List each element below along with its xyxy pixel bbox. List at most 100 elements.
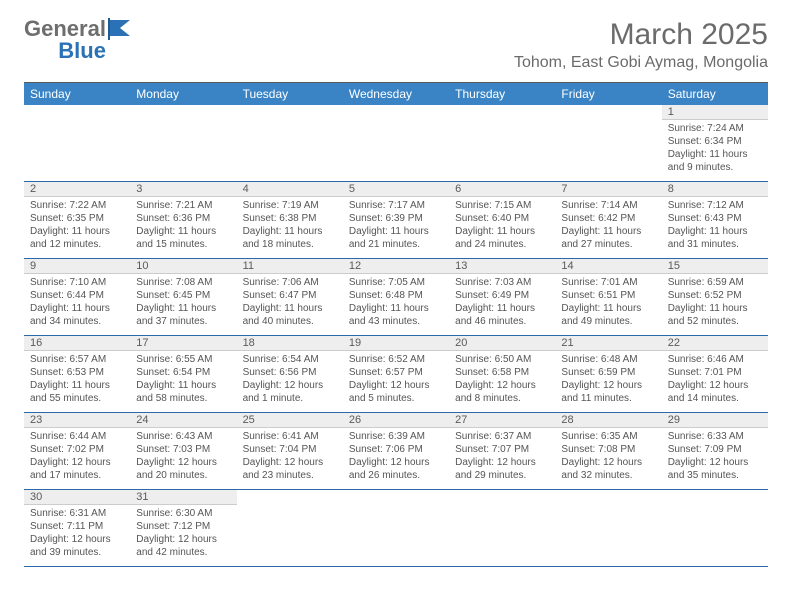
day-header-friday: Friday [555, 83, 661, 105]
day-cell-9: 9Sunrise: 7:10 AMSunset: 6:44 PMDaylight… [24, 259, 130, 335]
sunset-text: Sunset: 6:43 PM [668, 212, 762, 225]
day-number: 29 [662, 413, 768, 428]
daylight-text: and 46 minutes. [455, 315, 549, 328]
sunrise-text: Sunrise: 7:05 AM [349, 276, 443, 289]
day-number: 4 [237, 182, 343, 197]
day-number: 25 [237, 413, 343, 428]
day-body: Sunrise: 7:05 AMSunset: 6:48 PMDaylight:… [343, 274, 449, 332]
day-cell-16: 16Sunrise: 6:57 AMSunset: 6:53 PMDayligh… [24, 336, 130, 412]
day-cell-4: 4Sunrise: 7:19 AMSunset: 6:38 PMDaylight… [237, 182, 343, 258]
sunrise-text: Sunrise: 7:19 AM [243, 199, 337, 212]
day-number: 7 [555, 182, 661, 197]
header: General Blue March 2025 Tohom, East Gobi… [24, 18, 768, 72]
day-cell-8: 8Sunrise: 7:12 AMSunset: 6:43 PMDaylight… [662, 182, 768, 258]
sunset-text: Sunset: 6:36 PM [136, 212, 230, 225]
day-body: Sunrise: 7:06 AMSunset: 6:47 PMDaylight:… [237, 274, 343, 332]
day-cell-23: 23Sunrise: 6:44 AMSunset: 7:02 PMDayligh… [24, 413, 130, 489]
sunrise-text: Sunrise: 6:59 AM [668, 276, 762, 289]
day-header-wednesday: Wednesday [343, 83, 449, 105]
empty-cell [24, 105, 130, 181]
day-number: 11 [237, 259, 343, 274]
day-body: Sunrise: 6:44 AMSunset: 7:02 PMDaylight:… [24, 428, 130, 486]
week-row: 30Sunrise: 6:31 AMSunset: 7:11 PMDayligh… [24, 490, 768, 567]
week-row: 1Sunrise: 7:24 AMSunset: 6:34 PMDaylight… [24, 105, 768, 182]
daylight-text: Daylight: 11 hours [349, 225, 443, 238]
day-number: 5 [343, 182, 449, 197]
week-row: 9Sunrise: 7:10 AMSunset: 6:44 PMDaylight… [24, 259, 768, 336]
daylight-text: and 21 minutes. [349, 238, 443, 251]
sunset-text: Sunset: 7:06 PM [349, 443, 443, 456]
daylight-text: Daylight: 11 hours [30, 225, 124, 238]
daylight-text: Daylight: 12 hours [30, 533, 124, 546]
daylight-text: Daylight: 12 hours [668, 379, 762, 392]
sunset-text: Sunset: 6:54 PM [136, 366, 230, 379]
day-cell-12: 12Sunrise: 7:05 AMSunset: 6:48 PMDayligh… [343, 259, 449, 335]
day-number: 26 [343, 413, 449, 428]
sunset-text: Sunset: 6:57 PM [349, 366, 443, 379]
day-cell-26: 26Sunrise: 6:39 AMSunset: 7:06 PMDayligh… [343, 413, 449, 489]
day-header-thursday: Thursday [449, 83, 555, 105]
day-cell-31: 31Sunrise: 6:30 AMSunset: 7:12 PMDayligh… [130, 490, 236, 566]
empty-cell [662, 490, 768, 566]
day-number: 14 [555, 259, 661, 274]
day-number: 28 [555, 413, 661, 428]
day-body: Sunrise: 6:41 AMSunset: 7:04 PMDaylight:… [237, 428, 343, 486]
daylight-text: and 32 minutes. [561, 469, 655, 482]
daylight-text: Daylight: 11 hours [668, 302, 762, 315]
day-cell-6: 6Sunrise: 7:15 AMSunset: 6:40 PMDaylight… [449, 182, 555, 258]
day-body: Sunrise: 6:54 AMSunset: 6:56 PMDaylight:… [237, 351, 343, 409]
day-number: 6 [449, 182, 555, 197]
sunrise-text: Sunrise: 7:22 AM [30, 199, 124, 212]
day-number: 1 [662, 105, 768, 120]
daylight-text: and 26 minutes. [349, 469, 443, 482]
day-body: Sunrise: 7:03 AMSunset: 6:49 PMDaylight:… [449, 274, 555, 332]
day-number: 21 [555, 336, 661, 351]
sunrise-text: Sunrise: 6:31 AM [30, 507, 124, 520]
sunrise-text: Sunrise: 6:30 AM [136, 507, 230, 520]
day-number: 15 [662, 259, 768, 274]
daylight-text: and 35 minutes. [668, 469, 762, 482]
day-number: 17 [130, 336, 236, 351]
week-row: 16Sunrise: 6:57 AMSunset: 6:53 PMDayligh… [24, 336, 768, 413]
empty-cell [237, 105, 343, 181]
day-cell-17: 17Sunrise: 6:55 AMSunset: 6:54 PMDayligh… [130, 336, 236, 412]
daylight-text: and 14 minutes. [668, 392, 762, 405]
sunrise-text: Sunrise: 6:33 AM [668, 430, 762, 443]
daylight-text: and 58 minutes. [136, 392, 230, 405]
daylight-text: and 27 minutes. [561, 238, 655, 251]
sunset-text: Sunset: 6:58 PM [455, 366, 549, 379]
daylight-text: Daylight: 11 hours [136, 379, 230, 392]
day-number: 31 [130, 490, 236, 505]
sunrise-text: Sunrise: 6:35 AM [561, 430, 655, 443]
day-header-row: SundayMondayTuesdayWednesdayThursdayFrid… [24, 83, 768, 105]
empty-cell [449, 490, 555, 566]
day-number: 20 [449, 336, 555, 351]
day-number: 18 [237, 336, 343, 351]
daylight-text: and 42 minutes. [136, 546, 230, 559]
sunset-text: Sunset: 6:56 PM [243, 366, 337, 379]
daylight-text: Daylight: 11 hours [136, 225, 230, 238]
daylight-text: and 5 minutes. [349, 392, 443, 405]
empty-cell [130, 105, 236, 181]
month-title: March 2025 [514, 18, 768, 52]
day-body: Sunrise: 6:46 AMSunset: 7:01 PMDaylight:… [662, 351, 768, 409]
sunset-text: Sunset: 6:34 PM [668, 135, 762, 148]
sunrise-text: Sunrise: 7:21 AM [136, 199, 230, 212]
daylight-text: Daylight: 12 hours [243, 456, 337, 469]
sunrise-text: Sunrise: 7:14 AM [561, 199, 655, 212]
sunset-text: Sunset: 7:12 PM [136, 520, 230, 533]
daylight-text: and 11 minutes. [561, 392, 655, 405]
daylight-text: Daylight: 11 hours [668, 225, 762, 238]
sunrise-text: Sunrise: 7:03 AM [455, 276, 549, 289]
daylight-text: and 18 minutes. [243, 238, 337, 251]
daylight-text: Daylight: 12 hours [349, 456, 443, 469]
day-body: Sunrise: 7:12 AMSunset: 6:43 PMDaylight:… [662, 197, 768, 255]
day-cell-28: 28Sunrise: 6:35 AMSunset: 7:08 PMDayligh… [555, 413, 661, 489]
sunrise-text: Sunrise: 7:15 AM [455, 199, 549, 212]
sunrise-text: Sunrise: 7:17 AM [349, 199, 443, 212]
day-number: 9 [24, 259, 130, 274]
day-cell-20: 20Sunrise: 6:50 AMSunset: 6:58 PMDayligh… [449, 336, 555, 412]
day-number: 3 [130, 182, 236, 197]
daylight-text: Daylight: 12 hours [243, 379, 337, 392]
day-cell-24: 24Sunrise: 6:43 AMSunset: 7:03 PMDayligh… [130, 413, 236, 489]
